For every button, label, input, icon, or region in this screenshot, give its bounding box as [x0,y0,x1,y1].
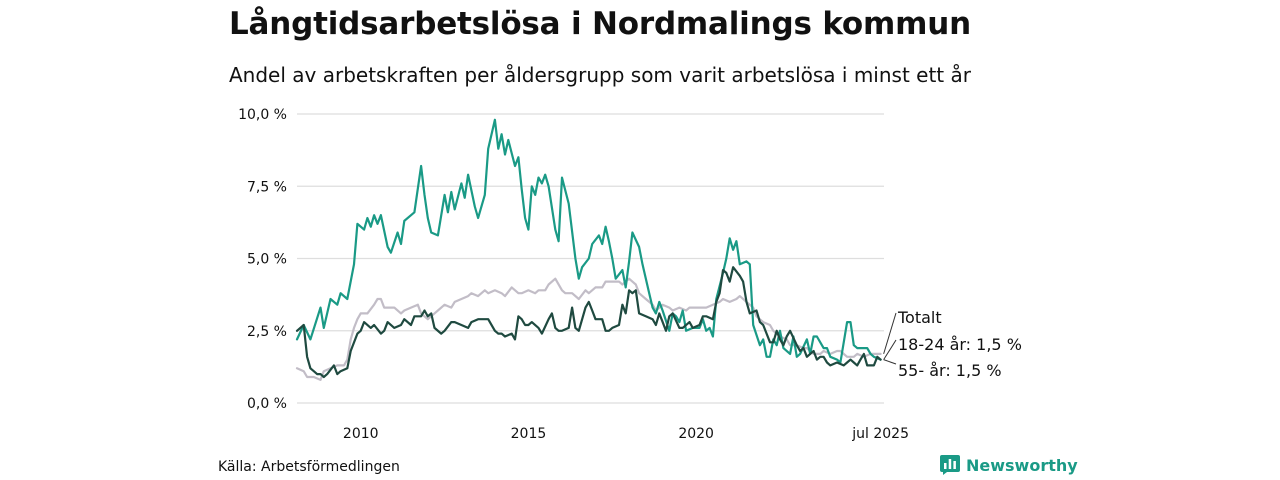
series-line-55-r [295,266,882,379]
leader-line [883,312,897,355]
y-tick-label: 0,0 % [247,396,287,412]
y-tick-label: 10,0 % [238,107,287,123]
series-line-18-24-r [295,118,882,364]
x-tick-label: 2020 [678,426,714,442]
series-end-label: Totalt [897,308,942,327]
bar-chart-logo-icon [940,455,960,475]
x-tick-label: jul 2025 [851,426,909,442]
series-end-label: 55- år: 1,5 % [898,361,1002,380]
series-end-labels: 18-24 år: 1,5 % 55- år: 1,5 % Totalt [883,308,1022,380]
x-tick-label: 2015 [511,426,547,442]
source-note: Källa: Arbetsförmedlingen [218,459,400,475]
chart-title: Långtidsarbetslösa i Nordmalings kommun [229,6,971,42]
y-tick-label: 5,0 % [247,252,287,268]
x-tick-label: 2010 [343,426,379,442]
y-tick-label: 2,5 % [247,324,287,340]
brand: Newsworthy [940,455,1078,475]
y-tick-label: 7,5 % [247,179,287,195]
chart-subtitle: Andel av arbetskraften per åldersgrupp s… [229,63,971,87]
grid [297,113,884,404]
y-axis: 0,0 % 2,5 % 5,0 % 7,5 % 10,0 % [238,107,287,412]
leader-line [883,359,897,365]
leader-line [883,339,897,360]
x-axis: 2010 2015 2020 jul 2025 [343,426,909,442]
series-lines [295,118,882,381]
brand-name: Newsworthy [966,455,1078,475]
series-end-label: 18-24 år: 1,5 % [898,335,1022,354]
